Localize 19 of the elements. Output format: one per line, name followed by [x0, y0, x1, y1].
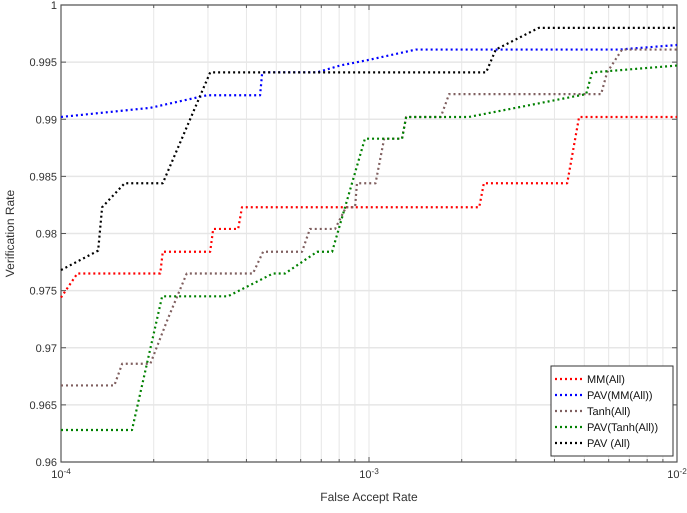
y-axis-title: Verification Rate [3, 189, 17, 278]
y-tick-label: 0.975 [29, 286, 57, 298]
legend-label: PAV (All) [587, 438, 630, 450]
legend-label: MM(All) [587, 374, 625, 386]
y-tick-label: 0.98 [36, 228, 57, 240]
legend-label: PAV(MM(All)) [587, 390, 653, 402]
legend-label: PAV(Tanh(All)) [587, 422, 658, 434]
x-axis-title: False Accept Rate [320, 490, 418, 504]
x-tick-label: 10$^{-3}$ [359, 466, 380, 481]
x-tick-label: 10$^{-2}$ [667, 466, 687, 481]
x-tick-label: 10$^{-4}$ [51, 466, 72, 481]
y-tick-label: 1 [50, 0, 57, 12]
y-tick-label: 0.97 [36, 342, 57, 355]
y-tick-label: 0.985 [29, 171, 57, 184]
y-tick-label: 0.995 [29, 57, 57, 70]
legend-label: Tanh(All) [587, 406, 630, 418]
y-tick-label: 0.96 [36, 457, 57, 469]
y-tick-label: 0.99 [36, 114, 57, 126]
y-tick-label: 0.965 [29, 400, 57, 412]
